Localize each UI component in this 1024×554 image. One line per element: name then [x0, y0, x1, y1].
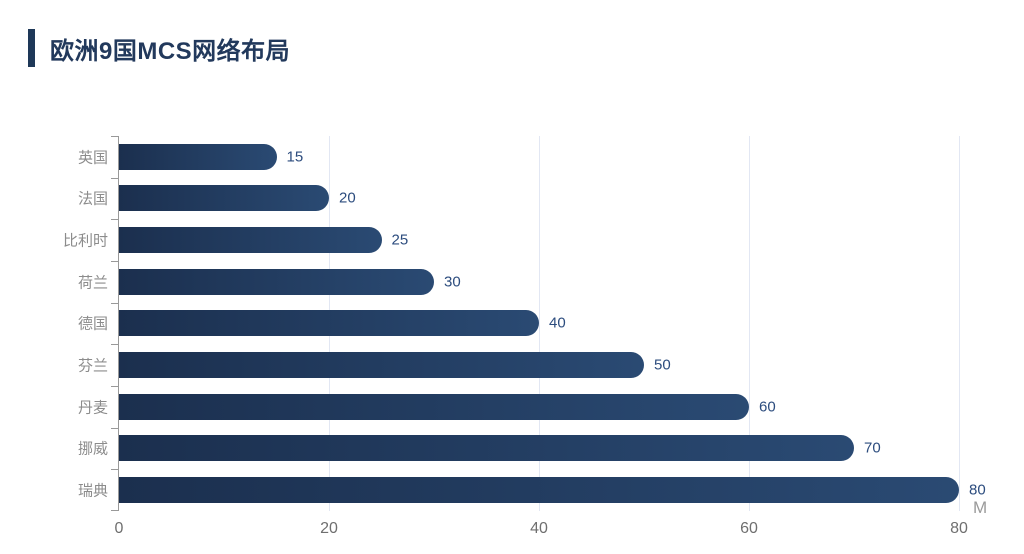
- y-axis-tick: [111, 385, 118, 387]
- page-title: 欧洲9国MCS网络布局: [50, 37, 291, 65]
- title-accent-bar: [28, 29, 35, 67]
- value-label: 60: [759, 398, 776, 416]
- category-label: 瑞典: [77, 482, 108, 500]
- bar-比利时[interactable]: [119, 227, 382, 254]
- y-axis-tick: [111, 177, 118, 179]
- value-label: 80: [969, 481, 986, 499]
- y-axis-tick: [111, 260, 118, 262]
- bar-丹麦[interactable]: [119, 393, 749, 420]
- bar-row-瑞典: 瑞典 80: [78, 469, 986, 511]
- bar-芬兰[interactable]: [119, 352, 644, 379]
- value-label: 50: [654, 356, 671, 374]
- x-tick-label-80: 80: [950, 520, 968, 537]
- bar-挪威[interactable]: [119, 435, 854, 462]
- bar-row-荷兰: 荷兰 30: [78, 261, 959, 303]
- category-label: 芬兰: [77, 357, 108, 375]
- category-label: 丹麦: [77, 399, 108, 417]
- category-label: 挪威: [77, 440, 108, 458]
- y-axis-tick: [111, 136, 118, 137]
- category-label: 法国: [77, 190, 108, 208]
- bar-德国[interactable]: [119, 310, 539, 337]
- value-label: 30: [444, 273, 461, 291]
- category-label: 英国: [77, 149, 108, 167]
- x-tick-label-0: 0: [114, 520, 124, 537]
- chart-header: 欧洲9国MCS网络布局: [28, 29, 290, 67]
- bar-法国[interactable]: [119, 185, 329, 212]
- category-label: 德国: [77, 315, 108, 333]
- bar-row-法国: 法国 20: [78, 178, 959, 220]
- x-axis-unit-label: M: [973, 498, 988, 517]
- y-axis-tick: [111, 302, 118, 304]
- value-label: 25: [391, 231, 409, 249]
- y-axis-tick: [111, 427, 118, 429]
- category-label: 比利时: [62, 232, 108, 250]
- bar-row-比利时: 比利时 25: [63, 219, 959, 261]
- y-axis-tick: [111, 344, 118, 346]
- bar-row-英国: 英国 15: [78, 136, 959, 178]
- y-axis-tick: [111, 469, 118, 471]
- x-tick-label-40: 40: [530, 520, 548, 537]
- value-label: 70: [864, 439, 881, 457]
- category-label: 荷兰: [77, 274, 108, 292]
- bar-瑞典[interactable]: [119, 477, 959, 504]
- gridline-x-80: [959, 136, 960, 511]
- bar-荷兰[interactable]: [119, 268, 434, 295]
- gridline-x-40: [539, 136, 540, 511]
- bar-row-挪威: 挪威 70: [78, 428, 959, 470]
- gridline-x-60: [749, 136, 750, 511]
- bar-row-丹麦: 丹麦 60: [78, 386, 959, 428]
- value-label: 20: [339, 189, 356, 207]
- bar-row-德国: 德国 40: [78, 303, 959, 345]
- x-tick-label-20: 20: [320, 520, 338, 537]
- x-tick-label-60: 60: [740, 520, 758, 537]
- value-label: 40: [549, 314, 566, 332]
- bar-英国[interactable]: [119, 143, 277, 170]
- y-axis-tick: [111, 219, 118, 221]
- value-label: 15: [286, 148, 304, 166]
- bar-row-芬兰: 芬兰 50: [78, 344, 959, 386]
- bar-chart-plot-area: M 英国 15 法国 20 比利时 25 荷兰 30 德国 40 芬兰 50 丹麦 60 挪威 70 瑞典 80 0…: [63, 136, 987, 537]
- y-axis-tick: [111, 510, 118, 511]
